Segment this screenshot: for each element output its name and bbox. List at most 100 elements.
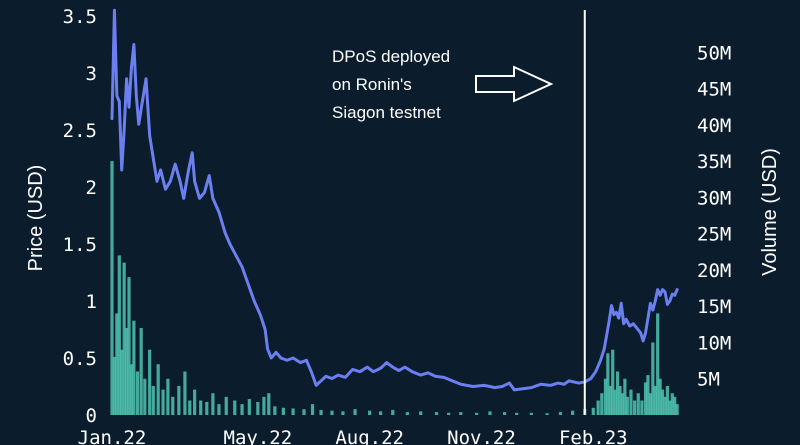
volume-bar: [240, 404, 244, 415]
volume-bar: [151, 385, 155, 415]
volume-bar: [330, 410, 334, 415]
volume-bar: [515, 412, 519, 415]
x-tick: Feb.23: [559, 427, 628, 445]
volume-bar: [224, 396, 228, 415]
y-tick-right: 50M: [697, 42, 731, 64]
y-tick-left: 0: [86, 405, 97, 427]
volume-bar: [135, 371, 140, 415]
y-axis-left-label: Price (USD): [25, 165, 47, 272]
y-tick-right: 10M: [697, 332, 731, 354]
volume-bar: [633, 400, 637, 415]
volume-bar: [608, 385, 612, 415]
volume-bar: [127, 277, 131, 415]
volume-bar: [591, 407, 595, 415]
volume-bar: [459, 412, 463, 415]
volume-bar: [353, 409, 357, 415]
volume-bar: [183, 371, 187, 415]
volume-bar: [391, 409, 395, 415]
volume-bar: [625, 396, 629, 415]
y-tick-right: 20M: [697, 260, 731, 282]
volume-bar: [419, 411, 423, 415]
volume-bar: [199, 400, 203, 415]
volume-bar: [488, 411, 492, 415]
volume-bar: [139, 327, 143, 415]
y-tick-right: 15M: [697, 296, 731, 318]
volume-bar: [171, 396, 175, 415]
volume-bar: [663, 396, 667, 415]
volume-bar: [148, 349, 152, 415]
annotation: DPoS deployed on Ronin's Siagon testnet: [332, 47, 554, 122]
volume-bar: [405, 412, 409, 415]
volume-bar: [319, 409, 323, 415]
volume-bar: [205, 401, 209, 415]
y-tick-left: 2: [86, 177, 97, 199]
volume-bar: [545, 413, 549, 415]
y-tick-left: 1: [86, 291, 97, 313]
volume-bar: [302, 409, 306, 415]
volume-bar: [670, 393, 674, 415]
y-tick-left: 2.5: [63, 120, 97, 142]
volume-bar: [660, 389, 665, 415]
volume-bar: [558, 412, 563, 415]
volume-bar: [653, 385, 657, 415]
y-axis-right-label: Volume (USD): [759, 148, 781, 276]
volume-bar: [596, 400, 600, 415]
volume-bar: [129, 364, 134, 415]
annotation-line-3: Siagon testnet: [332, 103, 441, 122]
volume-bar: [256, 401, 260, 415]
y-tick-right: 30M: [697, 187, 731, 209]
volume-bar: [571, 410, 575, 415]
volume-bar: [658, 378, 662, 415]
volume-bar: [378, 411, 383, 415]
volume-bar: [606, 353, 610, 415]
volume-bar: [188, 400, 192, 415]
price-line-layer: [110, 8, 679, 392]
x-axis-ticks: Jan.22 May.22 Aug.22 Nov.22 Feb.23: [78, 427, 628, 445]
annotation-line-2: on Ronin's: [332, 75, 412, 94]
volume-bar: [247, 399, 251, 415]
volume-bar: [673, 396, 677, 415]
volume-bar: [281, 407, 285, 415]
volume-bar: [112, 356, 117, 415]
volume-bar: [648, 393, 652, 415]
y-tick-right: 35M: [697, 151, 731, 173]
y-tick-left: 3: [86, 63, 97, 85]
volume-bar: [475, 412, 479, 415]
volume-bar: [603, 378, 608, 415]
volume-bar: [233, 400, 237, 415]
volume-bar: [310, 404, 315, 415]
y-tick-left: 1.5: [63, 234, 97, 256]
y-tick-left: 3.5: [63, 6, 97, 28]
x-tick: Aug.22: [335, 427, 404, 445]
price-line: [110, 8, 679, 392]
volume-bar: [341, 411, 345, 415]
volume-bar: [156, 364, 160, 415]
volume-bar: [124, 327, 129, 415]
volume-bars: [110, 161, 679, 415]
volume-bar: [110, 161, 114, 415]
volume-bar: [636, 393, 640, 415]
volume-bar: [447, 412, 451, 415]
y-axis-right-ticks: 5M 10M 15M 20M 25M 30M 35M 40M 45M 50M: [697, 42, 731, 390]
volume-bar: [291, 408, 295, 415]
volume-bar: [665, 385, 670, 415]
volume-bar: [613, 389, 617, 415]
volume-bar: [618, 385, 622, 415]
volume-bar: [640, 400, 644, 415]
volume-bar: [620, 393, 625, 415]
y-tick-left: 0.5: [63, 348, 97, 370]
x-tick: Jan.22: [78, 427, 147, 445]
volume-bar: [177, 385, 181, 415]
y-tick-right: 5M: [697, 369, 720, 391]
volume-bar: [623, 378, 627, 415]
volume-bar: [615, 371, 620, 415]
volume-bar: [651, 342, 655, 415]
volume-bar: [161, 389, 165, 415]
volume-bar: [668, 400, 672, 415]
volume-bar: [600, 393, 604, 415]
annotation-arrow-icon: [475, 65, 554, 103]
volume-bar: [434, 412, 439, 415]
volume-bar: [675, 404, 679, 415]
